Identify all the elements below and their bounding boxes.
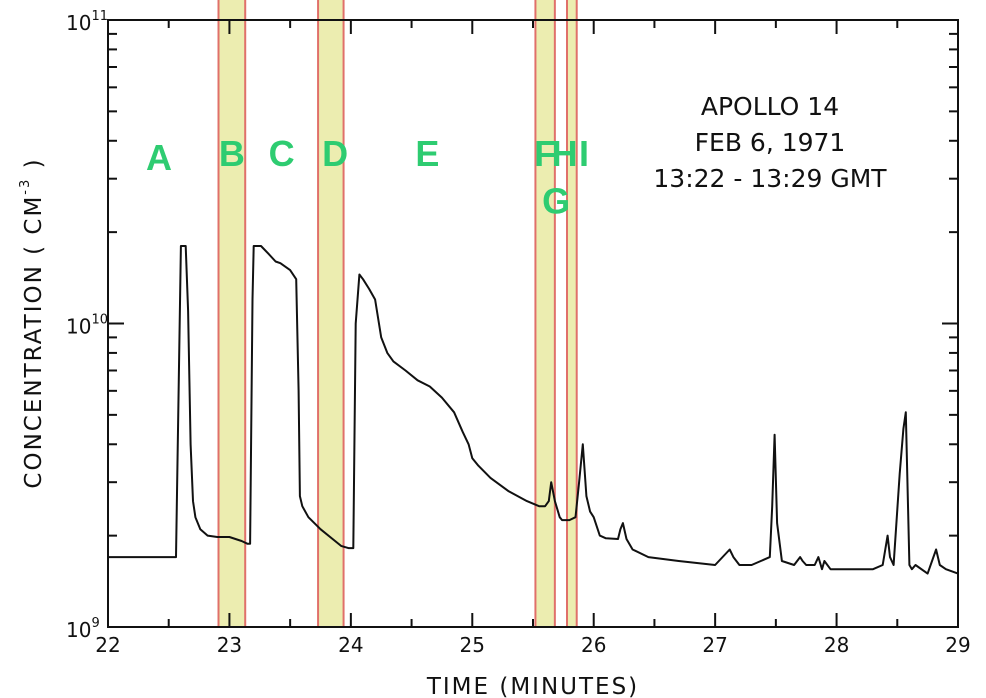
highlight-band (317, 0, 345, 627)
x-tick-label: 28 (824, 633, 849, 657)
highlight-band-fill (535, 0, 555, 627)
x-tick-label: 25 (460, 633, 485, 657)
region-labels: A B C D E FH IG (146, 133, 589, 222)
region-label-a: A (146, 137, 172, 178)
y-axis-title-group: CONCENTRATION ( CM-3 ) (18, 157, 47, 488)
highlight-bands (217, 0, 578, 627)
annotation-mission: APOLLO 14 (701, 92, 839, 121)
highlight-band (566, 0, 578, 627)
region-label-f: F (534, 133, 556, 174)
y-tick-label: 1011 (66, 9, 108, 35)
x-tick-labels: 22 23 24 25 26 27 28 29 (95, 633, 970, 657)
x-tick-label: 24 (338, 633, 363, 657)
highlight-band (534, 0, 556, 627)
region-label-i: I (579, 133, 589, 174)
x-tick-label: 22 (95, 633, 120, 657)
y-tick-label-base: 10 (66, 11, 91, 35)
x-tick-label: 27 (702, 633, 727, 657)
region-label-b: B (219, 133, 245, 174)
highlight-band (217, 0, 247, 627)
y-tick-label: 1010 (66, 313, 108, 339)
y-tick-label-base: 10 (66, 618, 91, 642)
concentration-series-line (108, 245, 959, 575)
y-axis-title: CONCENTRATION ( CM-3 ) (18, 157, 47, 488)
x-tick-label: 23 (217, 633, 242, 657)
y-tick-label-exponent: 11 (91, 9, 108, 24)
y-axis-title-main: CONCENTRATION ( CM (21, 195, 47, 489)
highlight-band-fill (218, 0, 246, 627)
y-axis-title-exponent: -3 (18, 178, 33, 195)
x-axis-title: TIME (MINUTES) (426, 674, 639, 698)
region-label-e: E (415, 133, 439, 174)
annotation-time-range: 13:22 - 13:29 GMT (653, 164, 887, 193)
annotation-date: FEB 6, 1971 (695, 128, 846, 157)
y-axis-title-close: ) (21, 157, 47, 177)
axis-ticks (107, 19, 959, 628)
x-tick-label: 29 (945, 633, 970, 657)
x-tick-label: 26 (581, 633, 606, 657)
y-tick-label-exponent: 9 (91, 616, 99, 631)
highlight-band-fill (318, 0, 344, 627)
y-tick-label: 109 (66, 616, 100, 642)
y-tick-label-exponent: 10 (91, 313, 108, 328)
region-label-h: H (552, 133, 578, 174)
highlight-band-fill (567, 0, 577, 627)
y-tick-label-base: 10 (66, 315, 91, 339)
region-label-c: C (269, 133, 295, 174)
region-label-g: G (542, 181, 570, 222)
region-label-d: D (322, 133, 348, 174)
